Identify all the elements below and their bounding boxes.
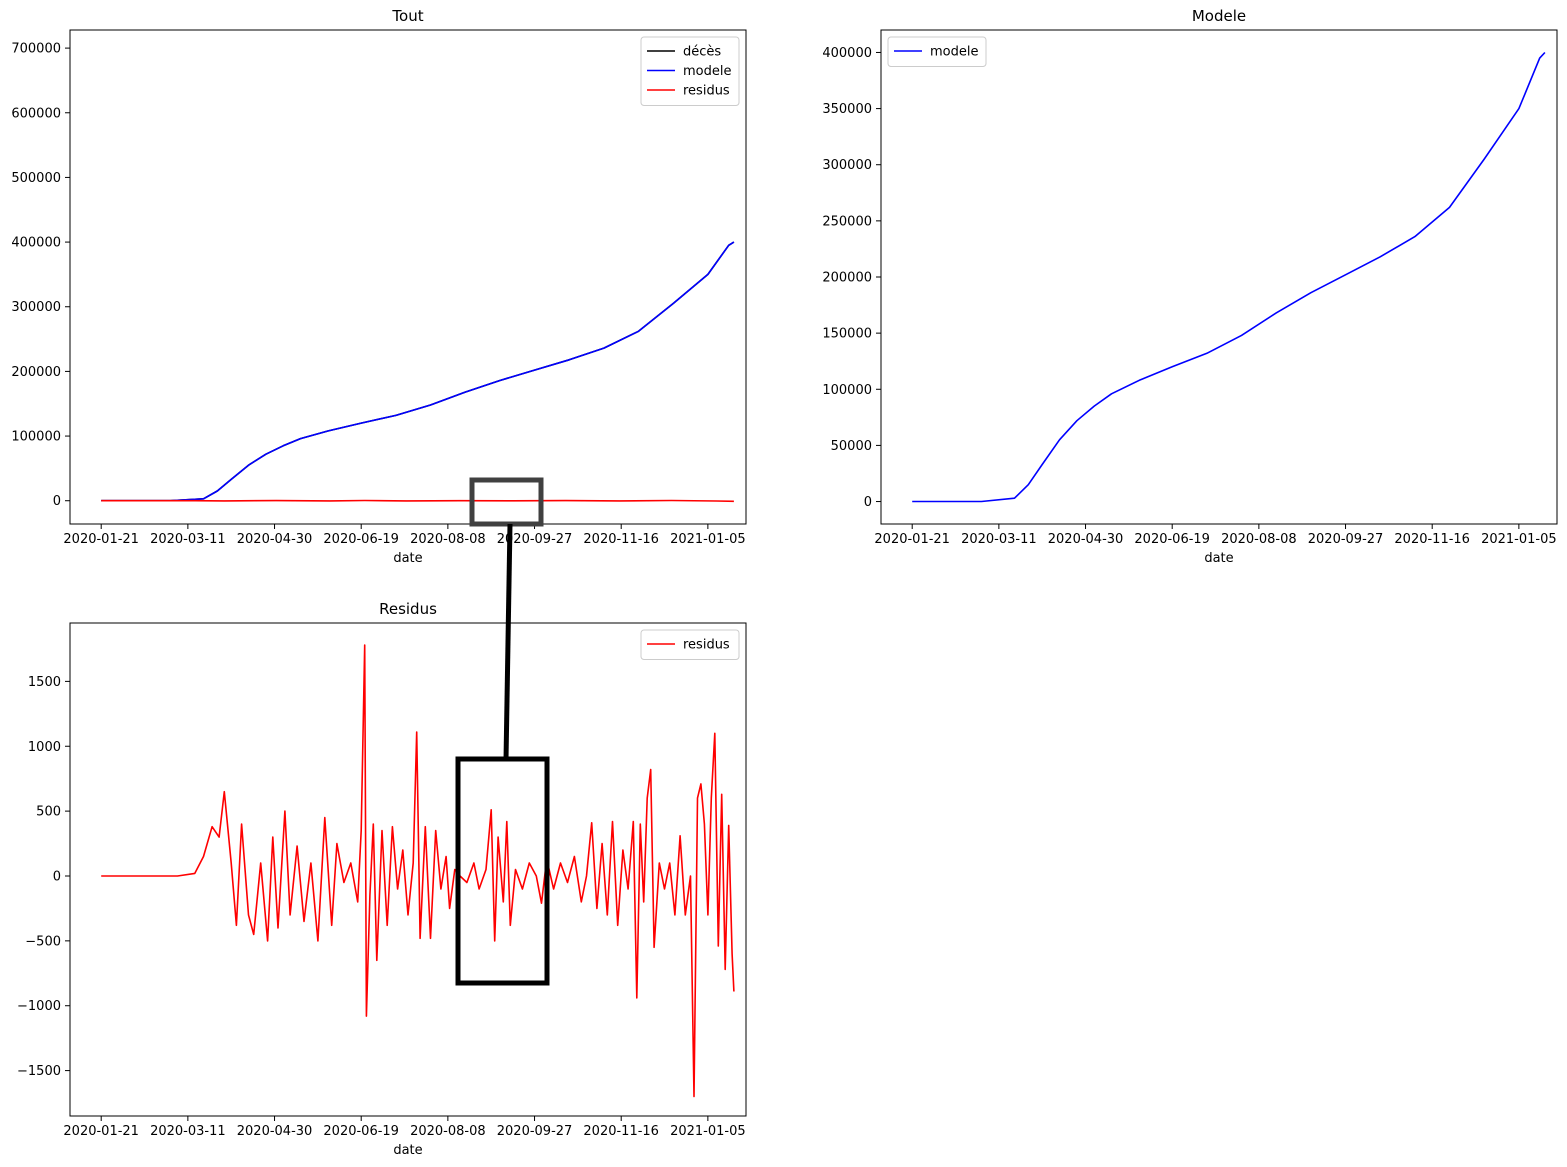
y-tick-label: 700000	[11, 42, 61, 57]
y-tick-label: 1000	[28, 740, 61, 755]
y-tick-label: 0	[53, 494, 61, 509]
series-line-residus	[101, 499, 734, 503]
x-tick-label: 2020-03-11	[150, 1124, 226, 1139]
chart-tout: Tout 0 100000 200000 300000 400000 500000 60000…	[11, 7, 747, 566]
x-tick-label: 2020-09-27	[1308, 532, 1384, 547]
legend: residus	[640, 629, 740, 660]
x-tick-label: 2020-06-19	[323, 1124, 399, 1139]
x-tick-label: 2020-04-30	[237, 1124, 313, 1139]
x-tick-label: 2020-03-11	[150, 532, 226, 547]
y-tick-label: 400000	[11, 236, 61, 251]
zoom-annotation	[455, 477, 550, 986]
series-group	[912, 51, 1546, 503]
x-tick-label: 2020-01-21	[63, 532, 139, 547]
chart-title: Modele	[1192, 7, 1246, 25]
x-tick-label: 2020-08-08	[1221, 532, 1297, 547]
chart-modele: Modele 0 50000 100000 150000 200000 250000 3000…	[822, 7, 1558, 566]
x-tick-label: 2021-01-05	[1481, 532, 1557, 547]
y-tick-label: −1500	[17, 1064, 61, 1079]
legend-label-modele: modele	[683, 64, 731, 79]
x-tick-label: 2020-03-11	[961, 532, 1037, 547]
y-tick-label: 600000	[11, 106, 61, 121]
y-tick-label: 150000	[822, 327, 872, 342]
y-tick-label: 1500	[28, 675, 61, 690]
x-tick-label: 2020-04-30	[237, 532, 313, 547]
chart-title: Residus	[379, 600, 437, 618]
plot-frame	[69, 622, 747, 1117]
zoom-source-box	[469, 477, 544, 527]
series-group	[101, 241, 735, 503]
y-tick-label: 100000	[822, 383, 872, 398]
zoom-target-box	[455, 756, 550, 986]
y-tick-label: 100000	[11, 430, 61, 445]
x-tick-label: 2020-06-19	[323, 532, 399, 547]
chart-residus: Residus −1500 −1000 −500 0 500 1000 1500 2020-01…	[17, 600, 747, 1158]
x-axis-label: date	[393, 551, 422, 566]
x-tick-label: 2020-04-30	[1048, 532, 1124, 547]
y-tick-label: 0	[864, 495, 872, 510]
legend-box	[887, 36, 987, 67]
legend: modele	[887, 36, 987, 67]
legend-label-modele: modele	[930, 45, 978, 60]
x-tick-label: 2020-01-21	[874, 532, 950, 547]
y-tick-label: −500	[25, 934, 61, 949]
x-tick-label: 2020-09-27	[497, 532, 573, 547]
plot-frame	[69, 29, 747, 525]
y-tick-label: 300000	[822, 158, 872, 173]
y-tick-label: 200000	[11, 365, 61, 380]
x-tick-label: 2020-08-08	[410, 532, 486, 547]
plot-frame	[880, 29, 1558, 525]
legend-box	[640, 629, 740, 660]
series-line-residus	[101, 644, 735, 1098]
y-tick-label: 250000	[822, 214, 872, 229]
x-tick-label: 2020-08-08	[410, 1124, 486, 1139]
x-tick-label: 2021-01-05	[670, 1124, 746, 1139]
y-tick-label: 500	[36, 805, 61, 820]
zoom-connector-line	[503, 523, 513, 761]
x-tick-label: 2020-11-16	[583, 1124, 659, 1139]
legend-label-residus: residus	[683, 638, 730, 653]
y-tick-label: 0	[53, 869, 61, 884]
x-tick-label: 2020-06-19	[1134, 532, 1210, 547]
legend-label-residus: residus	[683, 84, 730, 99]
x-axis-label: date	[393, 1143, 422, 1158]
y-tick-label: 300000	[11, 300, 61, 315]
x-axis-label: date	[1204, 551, 1233, 566]
series-line-modele	[101, 241, 735, 502]
y-tick-label: −1000	[17, 999, 61, 1014]
legend-label-décès: décès	[683, 45, 721, 60]
x-tick-label: 2021-01-05	[670, 532, 746, 547]
chart-title: Tout	[391, 7, 423, 25]
series-group	[101, 644, 735, 1098]
y-tick-label: 500000	[11, 171, 61, 186]
y-tick-label: 350000	[822, 102, 872, 117]
x-tick-label: 2020-11-16	[583, 532, 659, 547]
series-line-modele	[912, 51, 1546, 503]
y-tick-label: 200000	[822, 271, 872, 286]
legend-box	[640, 36, 740, 106]
x-tick-label: 2020-11-16	[1394, 532, 1470, 547]
y-tick-label: 50000	[831, 439, 872, 454]
y-tick-label: 400000	[822, 46, 872, 61]
series-line-décès	[101, 241, 735, 502]
x-tick-label: 2020-09-27	[497, 1124, 573, 1139]
legend: décès modele residus	[640, 36, 740, 106]
x-tick-label: 2020-01-21	[63, 1124, 139, 1139]
